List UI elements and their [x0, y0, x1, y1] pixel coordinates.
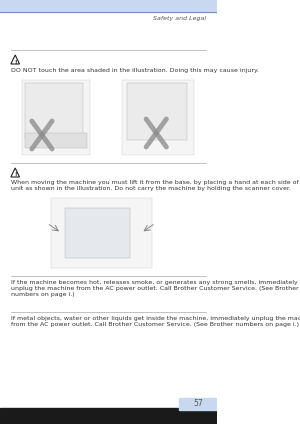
- Bar: [25, 83, 83, 138]
- Text: 57: 57: [193, 399, 203, 408]
- Text: !: !: [14, 59, 16, 64]
- Text: !: !: [14, 173, 16, 178]
- Bar: [25, 133, 87, 148]
- Bar: [122, 80, 194, 155]
- Bar: [179, 398, 217, 410]
- Text: Safety and Legal: Safety and Legal: [153, 16, 206, 21]
- Text: When moving the machine you must lift it from the base, by placing a hand at eac: When moving the machine you must lift it…: [11, 180, 300, 191]
- Bar: [0, 408, 217, 424]
- Bar: [127, 83, 187, 140]
- Text: DO NOT touch the area shaded in the illustration. Doing this may cause injury.: DO NOT touch the area shaded in the illu…: [11, 68, 259, 73]
- Text: If metal objects, water or other liquids get inside the machine, immediately unp: If metal objects, water or other liquids…: [11, 316, 300, 327]
- Bar: [65, 208, 130, 258]
- Text: If the machine becomes hot, releases smoke, or generates any strong smells, imme: If the machine becomes hot, releases smo…: [11, 280, 298, 297]
- Bar: [0, 0, 217, 12]
- Bar: [51, 198, 152, 268]
- Bar: [22, 80, 90, 155]
